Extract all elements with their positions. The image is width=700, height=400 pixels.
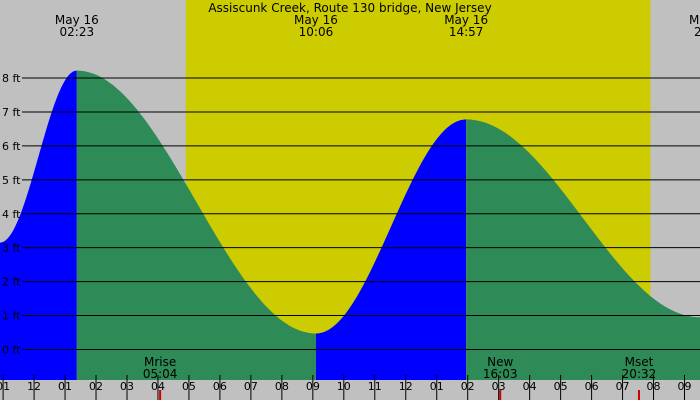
hour-label: 03	[492, 380, 506, 393]
y-tick-label: 8 ft	[2, 72, 21, 85]
moon-event-name: Mset	[625, 355, 654, 369]
moon-event-time: 20:32	[622, 367, 657, 381]
hour-label: 11	[368, 380, 382, 393]
y-tick-label: 3 ft	[2, 242, 21, 255]
hour-label: 08	[275, 380, 289, 393]
hour-label: 12	[27, 380, 41, 393]
hour-label: 01	[430, 380, 444, 393]
hour-label: 06	[585, 380, 599, 393]
hour-label: 09	[306, 380, 320, 393]
hour-label: 03	[120, 380, 134, 393]
chart-title: Assiscunk Creek, Route 130 bridge, New J…	[208, 1, 491, 15]
y-axis-labels: 0 ft 1 ft 2 ft 3 ft 4 ft 5 ft 6 ft 7 ft 8 ft	[2, 72, 21, 356]
tide-fills	[0, 70, 700, 381]
x-axis: 01 12 01 02 03 04 05 06 07 08 09 10 11 12 01 02 03 04 05 06…	[0, 375, 692, 400]
moon-event-name: New	[487, 355, 513, 369]
extreme-time: 02:23	[60, 25, 95, 39]
y-tick-label: 1 ft	[2, 310, 21, 323]
hour-label: 01	[0, 380, 10, 393]
hour-label: 07	[616, 380, 630, 393]
rising-tide-area	[0, 70, 77, 380]
hour-label: 08	[647, 380, 661, 393]
extreme-time: 14:57	[449, 25, 484, 39]
moon-event-time: 05:04	[143, 367, 178, 381]
hour-label: 10	[337, 380, 351, 393]
y-tick-label: 6 ft	[2, 140, 21, 153]
hour-label: 07	[244, 380, 258, 393]
falling-tide-area	[76, 70, 316, 380]
falling-tide-area	[466, 119, 700, 381]
hour-label: 05	[554, 380, 568, 393]
edge-date: M	[689, 13, 699, 27]
hour-label: 04	[151, 380, 165, 393]
y-tick-label: 7 ft	[2, 106, 21, 119]
moon-event-time: 16:03	[483, 367, 518, 381]
hour-label: 12	[399, 380, 413, 393]
edge-time: 2	[694, 25, 700, 39]
moon-event-name: Mrise	[144, 355, 176, 369]
y-tick-label: 5 ft	[2, 174, 21, 187]
y-tick-label: 2 ft	[2, 276, 21, 289]
hour-label: 02	[461, 380, 475, 393]
hour-label: 01	[58, 380, 72, 393]
hour-label: 06	[213, 380, 227, 393]
hour-label: 04	[523, 380, 537, 393]
rising-tide-area	[315, 119, 467, 381]
extreme-date: May 16	[294, 13, 338, 27]
y-tick-label: 4 ft	[2, 208, 21, 221]
extreme-date: May 16	[55, 13, 99, 27]
extreme-time: 10:06	[299, 25, 334, 39]
extreme-date: May 16	[444, 13, 488, 27]
hour-label: 09	[678, 380, 692, 393]
hour-label: 02	[89, 380, 103, 393]
hour-label: 05	[182, 380, 196, 393]
gridlines	[22, 77, 700, 350]
y-tick-label: 0 ft	[2, 343, 21, 356]
